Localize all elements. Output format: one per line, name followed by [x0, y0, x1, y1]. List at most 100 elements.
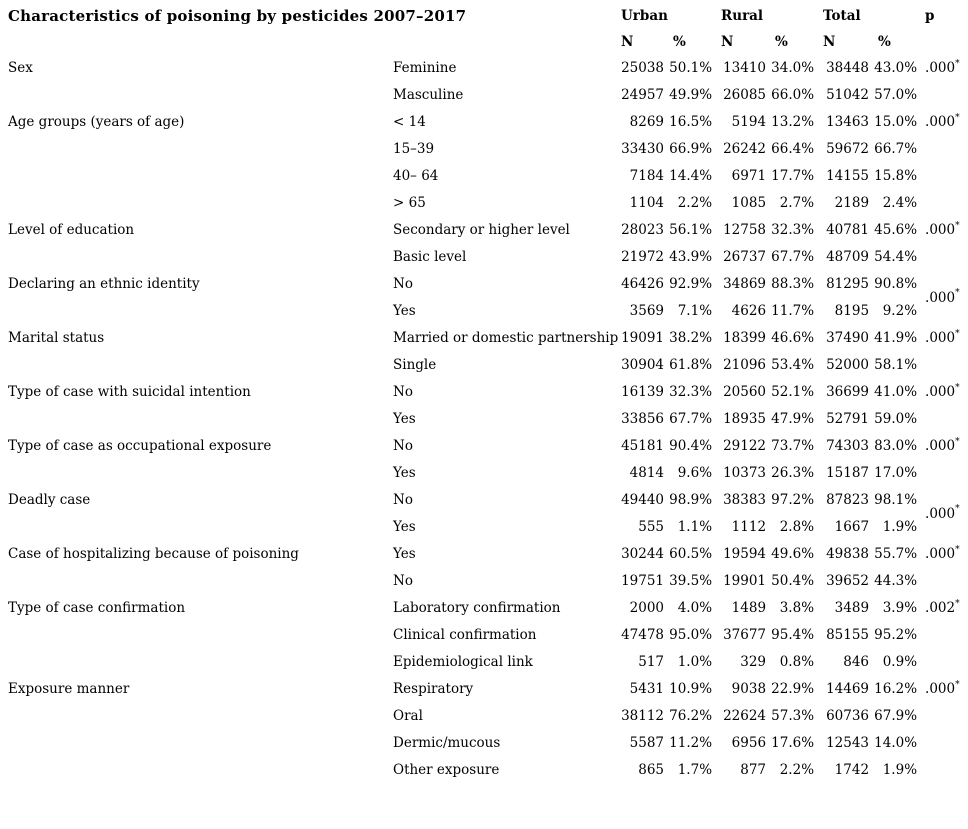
total-pct-value: 67.9% [874, 708, 918, 724]
table-row: Basic level 21972 43.9% 26737 67.7% 48709 54.4… [0, 244, 968, 271]
subcategory-label: Single [393, 357, 437, 373]
subcategory-label: Epidemiological link [393, 654, 533, 670]
rural-n-value: 26085 [723, 87, 767, 103]
urban-n-value: 28023 [621, 222, 665, 238]
rural-n-value: 19594 [723, 546, 767, 562]
table-row: Level of education Secondary or higher le… [0, 217, 968, 244]
urban-n-value: 33856 [621, 411, 665, 427]
table-row: > 65 1104 2.2% 1085 2.7% 2189 2.4% [0, 190, 968, 217]
significance-asterisk: * [955, 382, 960, 393]
total-pct-value: 44.3% [874, 573, 918, 589]
significance-asterisk: * [955, 436, 960, 447]
category-label: Case of hospitalizing because of poisoni… [8, 546, 299, 562]
urban-n-value: 4814 [629, 465, 665, 481]
rural-n-value: 18935 [723, 411, 767, 427]
rural-pct-value: 49.6% [771, 546, 815, 562]
column-header-total-n: N [823, 34, 836, 50]
rural-n-value: 18399 [723, 330, 767, 346]
category-label: Type of case as occupational exposure [8, 438, 272, 454]
rural-n-value: 13410 [723, 60, 767, 76]
total-n-value: 51042 [826, 87, 870, 103]
urban-n-value: 45181 [621, 438, 665, 454]
significance-asterisk: * [955, 598, 960, 609]
rural-n-value: 34869 [723, 276, 767, 292]
rural-n-value: 26242 [723, 141, 767, 157]
subcategory-label: 15–39 [393, 141, 435, 157]
urban-pct-value: 11.2% [669, 735, 713, 751]
rural-n-value: 1085 [731, 195, 767, 211]
column-header-urban: Urban [621, 8, 668, 24]
total-n-value: 52000 [826, 357, 870, 373]
urban-pct-value: 50.1% [669, 60, 713, 76]
p-value-number: .000 [925, 114, 956, 130]
total-n-value: 14469 [826, 681, 870, 697]
rural-n-value: 38383 [723, 492, 767, 508]
table-row: Dermic/mucous 5587 11.2% 6956 17.6% 12543 14.0… [0, 730, 968, 757]
column-header-rural: Rural [721, 8, 764, 24]
urban-pct-value: 76.2% [669, 708, 713, 724]
rural-n-value: 1489 [731, 600, 767, 616]
rural-pct-value: 26.3% [771, 465, 815, 481]
urban-n-value: 517 [638, 654, 665, 670]
urban-n-value: 24957 [621, 87, 665, 103]
urban-n-value: 5587 [629, 735, 665, 751]
rural-n-value: 4626 [731, 303, 767, 319]
table-row: Epidemiological link 517 1.0% 329 0.8% 846 0.9… [0, 649, 968, 676]
total-pct-value: 43.0% [874, 60, 918, 76]
page: { "table": { "title": "Characteristics o… [0, 3, 968, 829]
rural-pct-value: 50.4% [771, 573, 815, 589]
table-row: No 19751 39.5% 19901 50.4% 39652 44.3% [0, 568, 968, 595]
rural-n-value: 877 [740, 762, 767, 778]
urban-pct-value: 1.0% [677, 654, 713, 670]
rural-pct-value: 66.4% [771, 141, 815, 157]
subcategory-label: Yes [393, 411, 416, 427]
header-row-groups: Characteristics of poisoning by pesticid… [0, 3, 968, 29]
total-pct-value: 54.4% [874, 249, 918, 265]
total-pct-value: 9.2% [882, 303, 918, 319]
table-row: Type of case as occupational exposure No 4… [0, 433, 968, 460]
p-value: .000* [918, 676, 968, 784]
urban-pct-value: 98.9% [669, 492, 713, 508]
significance-asterisk: * [955, 544, 960, 555]
rural-pct-value: 67.7% [771, 249, 815, 265]
category-label: Sex [8, 60, 33, 76]
urban-n-value: 30904 [621, 357, 665, 373]
total-n-value: 52791 [826, 411, 870, 427]
p-value: .002* [918, 595, 968, 676]
category-label: Marital status [8, 330, 105, 346]
table-row: Declaring an ethnic identity No 46426 92.9%… [0, 271, 968, 306]
table-row: Single 30904 61.8% 21096 53.4% 52000 58.1% [0, 352, 968, 379]
urban-n-value: 46426 [621, 276, 665, 292]
subcategory-label: Basic level [393, 249, 467, 265]
category-label: Exposure manner [8, 681, 130, 697]
header-spacer [0, 29, 613, 55]
subcategory-label: Yes [393, 546, 416, 562]
urban-pct-value: 32.3% [669, 384, 713, 400]
results-table: Characteristics of poisoning by pesticid… [0, 3, 968, 784]
significance-asterisk: * [955, 288, 960, 298]
total-n-value: 59672 [826, 141, 870, 157]
header-spacer-p [918, 29, 968, 55]
subcategory-label: No [393, 438, 413, 454]
urban-n-value: 8269 [629, 114, 665, 130]
column-header-p: p [925, 8, 935, 24]
urban-pct-value: 1.1% [677, 519, 713, 535]
rural-n-value: 9038 [731, 681, 767, 697]
rural-pct-value: 73.7% [771, 438, 815, 454]
total-n-value: 60736 [826, 708, 870, 724]
total-pct-value: 55.7% [874, 546, 918, 562]
subcategory-label: < 14 [393, 114, 426, 130]
total-pct-value: 45.6% [874, 222, 918, 238]
significance-asterisk: * [955, 58, 960, 69]
table-row: Case of hospitalizing because of poisoni… [0, 541, 968, 568]
urban-n-value: 30244 [621, 546, 665, 562]
table-row: Sex Feminine 25038 50.1% 13410 34.0% 38448 43.0… [0, 55, 968, 82]
total-n-value: 12543 [826, 735, 870, 751]
urban-pct-value: 49.9% [669, 87, 713, 103]
subcategory-label: > 65 [393, 195, 426, 211]
table-title: Characteristics of poisoning by pesticid… [8, 7, 467, 25]
urban-pct-value: 61.8% [669, 357, 713, 373]
urban-pct-value: 39.5% [669, 573, 713, 589]
subcategory-label: Yes [393, 303, 416, 319]
urban-pct-value: 90.4% [669, 438, 713, 454]
